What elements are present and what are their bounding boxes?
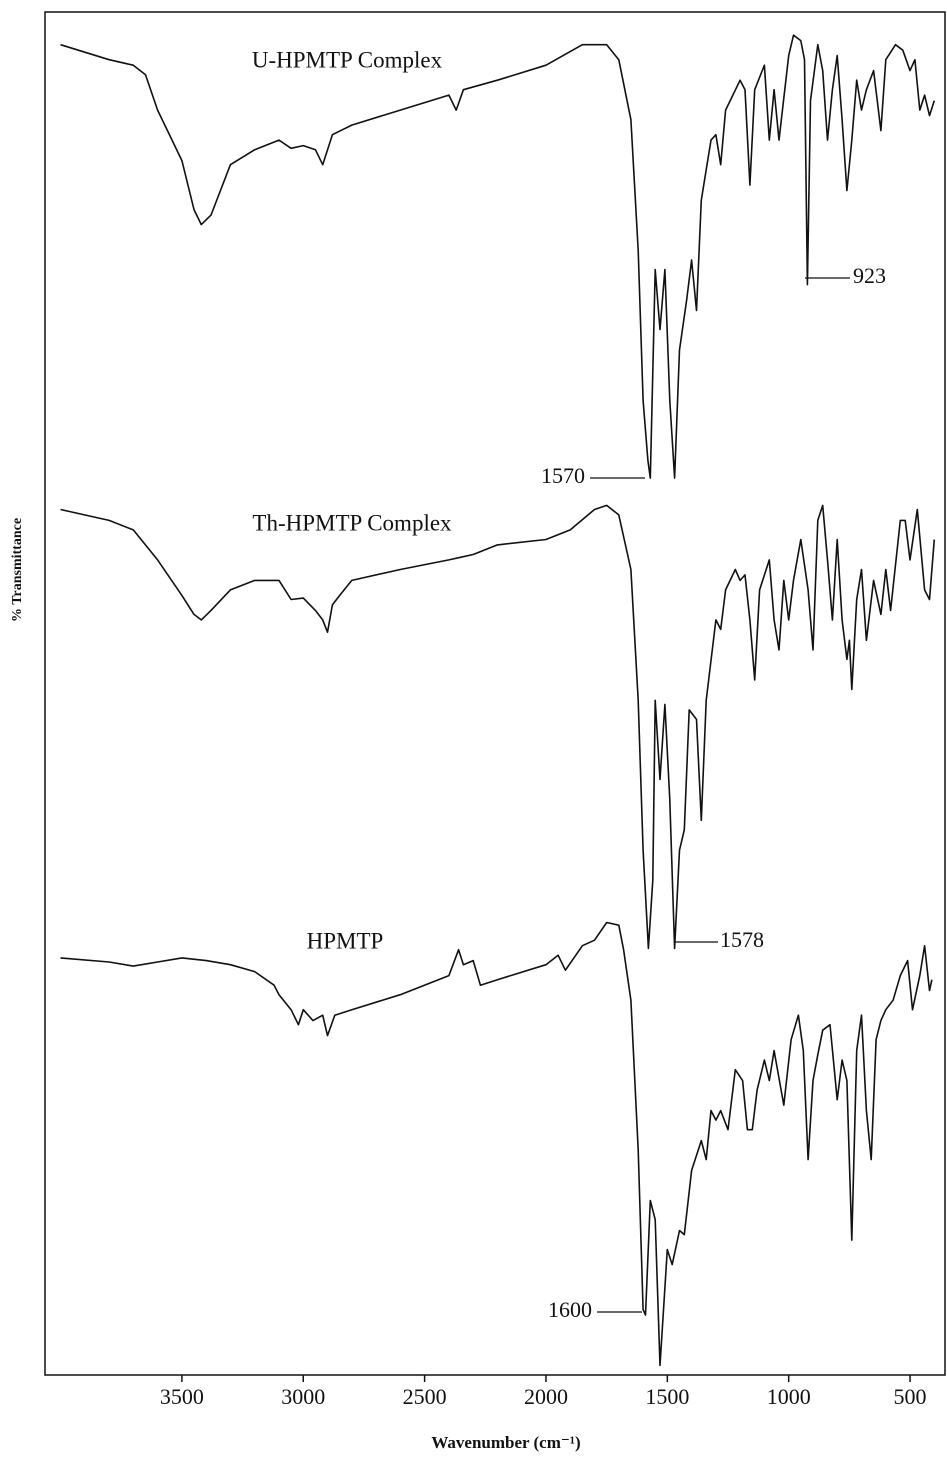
x-tick-label: 1000 xyxy=(767,1384,811,1409)
x-tick-label: 3000 xyxy=(281,1384,325,1409)
x-tick-label: 1500 xyxy=(645,1384,689,1409)
x-tick-label: 3500 xyxy=(160,1384,204,1409)
annotation-label: 1578 xyxy=(720,927,764,952)
spectrum-line xyxy=(60,34,936,479)
series-label: U-HPMTP Complex xyxy=(252,47,443,72)
annotation-label: 1570 xyxy=(541,463,585,488)
x-axis-label: Wavenumber (cm⁻¹) xyxy=(431,1433,580,1452)
x-tick-label: 2000 xyxy=(524,1384,568,1409)
series-label: Th-HPMTP Complex xyxy=(252,510,452,535)
spectrum-line xyxy=(60,504,936,950)
plot-frame xyxy=(44,11,946,1376)
x-tick-label: 2500 xyxy=(403,1384,447,1409)
annotation-label: 1600 xyxy=(548,1297,592,1322)
spectrum-line xyxy=(60,921,933,1367)
x-tick-label: 500 xyxy=(894,1384,927,1409)
y-axis-label: % Transmittance xyxy=(10,518,25,622)
series-label: HPMTP xyxy=(307,928,384,953)
annotation-label: 923 xyxy=(853,263,886,288)
